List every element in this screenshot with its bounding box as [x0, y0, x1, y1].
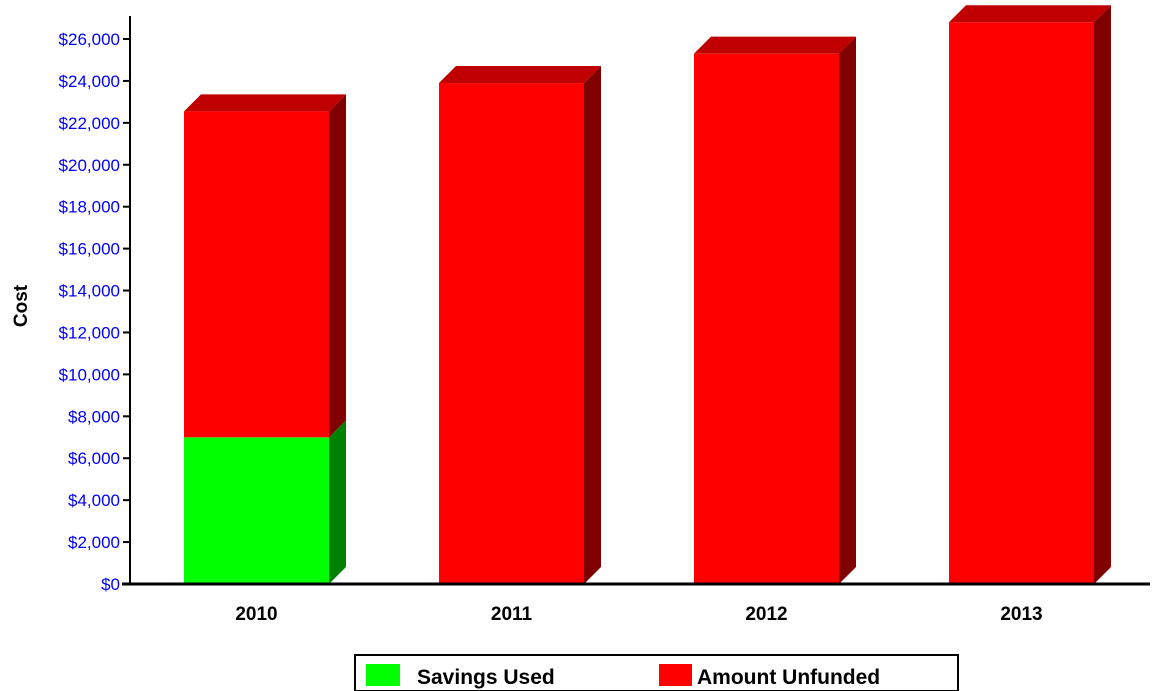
legend-label-savings-used: Savings Used [417, 666, 555, 689]
x-tick-label: 2013 [1000, 604, 1042, 625]
bar-side-savings-used-2010 [329, 420, 346, 584]
bar-top-amount-unfunded-2010 [184, 94, 346, 112]
legend-swatch-savings-used [366, 664, 400, 686]
x-tick-label: 2011 [491, 604, 533, 625]
bar-side-amount-unfunded-2011 [584, 66, 601, 585]
y-tick-label: $2,000 [68, 533, 120, 552]
bar-savings-used-2010 [184, 437, 329, 584]
bar-top-amount-unfunded-2011 [439, 66, 601, 84]
legend: Savings Used Amount Unfunded [354, 654, 959, 691]
y-tick-label: $22,000 [59, 114, 120, 133]
y-tick-label: $24,000 [59, 72, 120, 91]
bar-amount-unfunded-2010 [184, 111, 329, 438]
legend-box [354, 654, 959, 691]
bar-top-amount-unfunded-2012 [694, 36, 856, 54]
y-tick-label: $20,000 [59, 156, 120, 175]
y-tick-label: $0 [101, 575, 120, 594]
x-axis-labels: 2010 2011 2012 2013 [235, 604, 1042, 625]
bar-side-amount-unfunded-2010 [329, 94, 346, 438]
y-tick-label: $4,000 [68, 491, 120, 510]
legend-label-amount-unfunded: Amount Unfunded [697, 666, 880, 689]
bar-amount-unfunded-2012 [694, 53, 839, 584]
legend-swatch-amount-unfunded [659, 664, 692, 686]
y-tick-label: $18,000 [59, 198, 120, 217]
bar-side-amount-unfunded-2013 [1094, 5, 1111, 584]
y-tick-label: $26,000 [59, 30, 120, 49]
y-axis-title: Cost [11, 284, 32, 327]
y-axis-ticks: $0 $2,000 $4,000 $6,000 $8,000 $10,000 $12,000… [59, 30, 130, 594]
bar-amount-unfunded-2011 [439, 83, 584, 585]
x-tick-label: 2012 [745, 604, 787, 625]
y-tick-label: $10,000 [59, 365, 120, 384]
y-tick-label: $6,000 [68, 449, 120, 468]
y-tick-label: $16,000 [59, 240, 120, 259]
x-tick-label: 2010 [235, 604, 277, 625]
bars-group [184, 5, 1111, 585]
axes-group [122, 16, 1150, 586]
y-tick-label: $12,000 [59, 323, 120, 342]
bar-side-amount-unfunded-2012 [839, 36, 856, 584]
bar-top-amount-unfunded-2013 [949, 5, 1111, 23]
y-tick-label: $14,000 [59, 282, 120, 301]
bar-amount-unfunded-2013 [949, 22, 1094, 584]
y-tick-label: $8,000 [68, 407, 120, 426]
